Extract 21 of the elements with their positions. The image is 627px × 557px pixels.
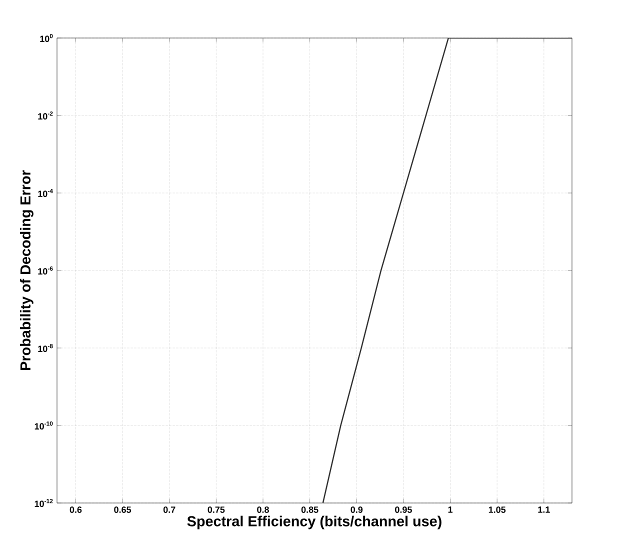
x-tick-label: 1.1 — [538, 506, 550, 513]
y-tick-label: 10$^{-2}$ — [38, 111, 53, 120]
y-tick-label: 10$^{-8}$ — [38, 344, 53, 352]
x-tick-label: 0.75 — [208, 506, 225, 513]
y-tick-label: 10$^{0}$ — [40, 34, 53, 42]
x-tick-label: 0.7 — [163, 506, 176, 513]
x-tick-label: 0.95 — [395, 506, 412, 513]
x-tick-label: 0.65 — [114, 506, 132, 513]
y-axis-title: Probability of Decoding Error — [20, 170, 34, 370]
x-axis-title: Spectral Efficiency (bits/channel use) — [187, 516, 442, 530]
line-series — [322, 38, 572, 503]
y-tick-label: 10$^{-4}$ — [38, 188, 53, 198]
x-tick-label: 0.85 — [301, 506, 318, 513]
x-tick-label: 0.6 — [70, 506, 82, 513]
y-tick-label: 10$^{-12}$ — [34, 498, 53, 508]
x-tick-label: 0.8 — [257, 506, 269, 513]
x-tick-label: 1.05 — [488, 506, 506, 513]
x-tick-label: 0.9 — [350, 506, 363, 513]
y-tick-label: 10$^{-10}$ — [34, 421, 53, 430]
y-tick-label: 10$^{-6}$ — [38, 266, 53, 275]
x-tick-label: 1 — [448, 506, 453, 513]
